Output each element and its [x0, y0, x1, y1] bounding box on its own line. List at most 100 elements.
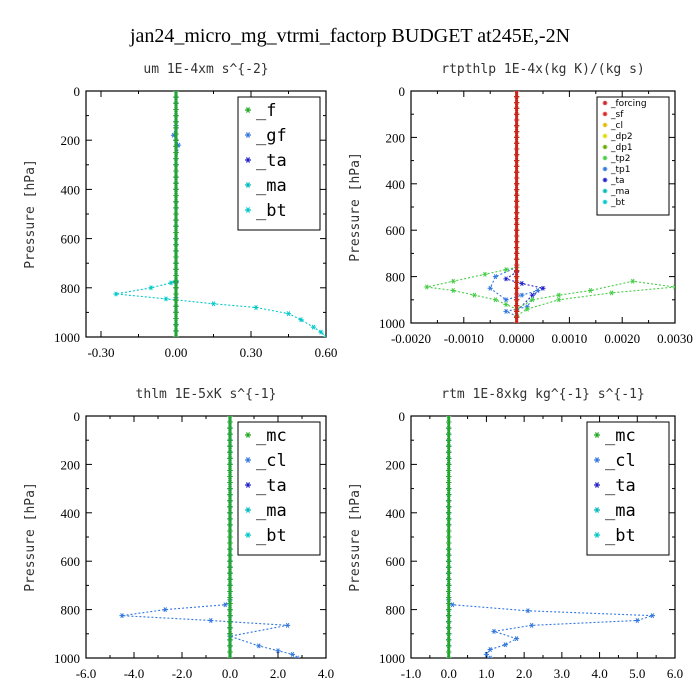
- series-group: [424, 91, 675, 323]
- data-point-f: [173, 94, 179, 100]
- data-point-forcing: [514, 134, 520, 140]
- legend-label-ta: _ta: [256, 476, 287, 496]
- data-point-forcing: [514, 100, 520, 106]
- legend-label-f: _f: [256, 101, 276, 121]
- data-point-tp1: [524, 304, 530, 310]
- data-point-mc: [446, 607, 452, 613]
- data-point-f: [173, 205, 179, 211]
- y-tick-label: 1000: [54, 651, 80, 666]
- x-tick-label: -6.0: [76, 666, 97, 681]
- x-tick-label: 1.0: [478, 666, 494, 681]
- data-point-mc: [446, 594, 452, 601]
- data-point-mc: [227, 510, 233, 516]
- legend-label-cl: _cl: [605, 451, 636, 471]
- data-point-mc: [446, 534, 452, 540]
- data-point-forcing: [514, 262, 520, 268]
- data-point-tp2: [609, 290, 615, 296]
- data-point-bt: [310, 324, 317, 330]
- x-tick-label: 6.0: [667, 666, 683, 681]
- legend-marker-cl: [594, 457, 600, 463]
- data-point-tp1: [492, 274, 499, 280]
- legend-marker-dp1: [602, 144, 608, 150]
- legend-box: [586, 421, 670, 556]
- data-point-tp1: [535, 288, 541, 294]
- legend-label-sf: _sf: [610, 110, 624, 120]
- x-tick-label: 4.0: [591, 666, 607, 681]
- series-group: [113, 91, 326, 337]
- data-point-mc: [446, 613, 452, 619]
- data-point-mc: [227, 425, 233, 431]
- data-point-forcing: [514, 158, 520, 164]
- data-point-cl: [162, 607, 168, 613]
- data-point-bt: [298, 317, 304, 323]
- figure-title: jan24_micro_mg_vtrmi_factorp BUDGET at24…: [129, 25, 570, 47]
- x-tick-label: 0.30: [240, 345, 263, 360]
- data-point-mc: [227, 582, 233, 588]
- x-tick-label: 4.0: [318, 666, 334, 681]
- legend-marker-ta: [602, 177, 608, 183]
- data-point-forcing: [514, 297, 520, 303]
- data-point-mc: [446, 449, 452, 455]
- data-point-mc: [446, 570, 452, 576]
- x-tick-label: -0.0020: [391, 331, 431, 346]
- legend-label-ma: _ma: [256, 176, 287, 196]
- data-point-forcing: [514, 140, 520, 146]
- data-point-mc: [446, 564, 452, 570]
- data-point-bt: [168, 280, 174, 286]
- legend-marker-mc: [594, 432, 600, 438]
- data-point-mc: [446, 492, 452, 498]
- data-point-bt: [285, 311, 292, 317]
- data-point-cl: [294, 655, 300, 658]
- y-tick-label: 1000: [379, 316, 405, 331]
- data-point-cl: [525, 608, 531, 614]
- legend-label-cl: _cl: [256, 451, 287, 471]
- data-point-f: [173, 217, 179, 223]
- data-point-mc: [227, 522, 233, 528]
- legend-marker-ta: [245, 482, 251, 488]
- x-tick-label: 0.0020: [604, 331, 640, 346]
- data-point-mc: [227, 643, 233, 649]
- data-point-f: [173, 254, 179, 260]
- data-point-tp2: [450, 278, 456, 284]
- data-point-mc: [446, 504, 452, 510]
- legend-label-forcing: _forcing: [610, 99, 647, 109]
- y-tick-label: 1000: [54, 330, 80, 345]
- data-point-mc: [446, 443, 452, 449]
- data-point-f: [173, 223, 179, 229]
- data-point-mc: [446, 419, 452, 425]
- data-point-mc: [446, 528, 452, 534]
- data-point-mc: [227, 504, 233, 510]
- x-tick-label: 2.0: [516, 666, 532, 681]
- data-point-f: [173, 242, 179, 248]
- series-group: [446, 416, 655, 658]
- chart-panel-3: thlm 1E-5xK s^{-1} Pressure [hPa] 0 200 400 6…: [23, 387, 334, 681]
- legend: _mc _cl _ta _ma _bt: [237, 421, 321, 556]
- data-point-mc: [446, 473, 452, 480]
- data-point-f: [173, 229, 179, 235]
- data-point-forcing: [514, 111, 520, 117]
- data-point-mc: [446, 425, 452, 431]
- y-tick-label: 600: [61, 554, 81, 569]
- chart-panels: um 1E-4xm s^{-2} Pressure [hPa] 0 200 400 600…: [23, 62, 693, 681]
- data-point-f: [173, 137, 179, 143]
- x-tick-label: -4.0: [124, 666, 145, 681]
- data-point-mc: [446, 498, 452, 504]
- x-tick-label: 0.0000: [499, 331, 535, 346]
- data-point-mc: [446, 480, 452, 486]
- data-point-mc: [227, 637, 233, 643]
- data-point-forcing: [514, 94, 520, 100]
- data-point-f: [173, 106, 179, 112]
- data-point-forcing: [514, 204, 520, 210]
- data-point-mc: [227, 558, 233, 564]
- data-point-forcing: [514, 210, 520, 216]
- data-point-forcing: [514, 169, 520, 175]
- data-point-mc: [446, 619, 452, 625]
- chart-panel-2: rtpthlp 1E-4x(kg K)/(kg s) Pressure [hPa]…: [348, 62, 693, 346]
- data-point-cl: [208, 617, 214, 623]
- data-point-cl: [275, 648, 281, 654]
- y-tick-label: 200: [386, 130, 406, 145]
- data-point-tp2: [503, 267, 509, 273]
- data-point-forcing: [514, 274, 520, 280]
- y-axis-label: Pressure [hPa]: [23, 159, 38, 269]
- x-tick-label: 0.00: [165, 345, 188, 360]
